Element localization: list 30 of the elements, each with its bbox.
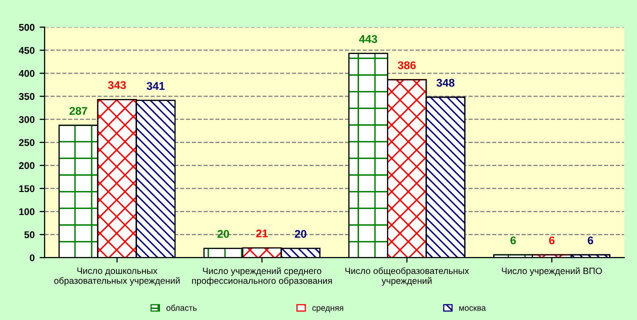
x-tick-label: Число общеобразовательных учреждений	[345, 267, 469, 286]
data-label: 20	[294, 230, 306, 238]
y-tick-label: 350	[18, 93, 34, 100]
data-label: 6	[549, 236, 554, 244]
y-tick-label: 100	[19, 208, 34, 216]
data-label: 6	[588, 236, 594, 244]
y-tick-label: 150	[19, 185, 34, 192]
data-label: 348	[436, 78, 454, 87]
data-label: 6	[510, 236, 516, 244]
y-tick-label: 300	[18, 116, 34, 123]
data-label: 287	[70, 106, 88, 115]
legend-label: средняя	[312, 306, 344, 312]
data-label: 443	[359, 35, 378, 43]
y-tick-label: 400	[18, 70, 34, 77]
x-tick-label: Число дошкольных образовательных учреждений	[54, 268, 180, 286]
legend-label: область	[166, 304, 197, 311]
y-tick-label: 250	[18, 139, 34, 146]
y-tick-label: 0	[30, 254, 34, 262]
data-label: 21	[256, 230, 268, 238]
legend-label: москва	[459, 306, 486, 311]
y-tick-label: 500	[18, 24, 34, 31]
data-label: 386	[398, 61, 416, 70]
x-tick-label: Число учреждений среднего профессионального образования	[192, 267, 332, 286]
data-label: 341	[146, 82, 165, 90]
data-label: 343	[108, 81, 126, 90]
x-tick-label: Число учреждений ВПО	[502, 267, 602, 276]
data-label: 20	[218, 230, 230, 238]
y-tick-label: 50	[24, 231, 34, 238]
y-tick-label: 200	[18, 162, 34, 170]
y-tick-label: 450	[18, 46, 34, 54]
